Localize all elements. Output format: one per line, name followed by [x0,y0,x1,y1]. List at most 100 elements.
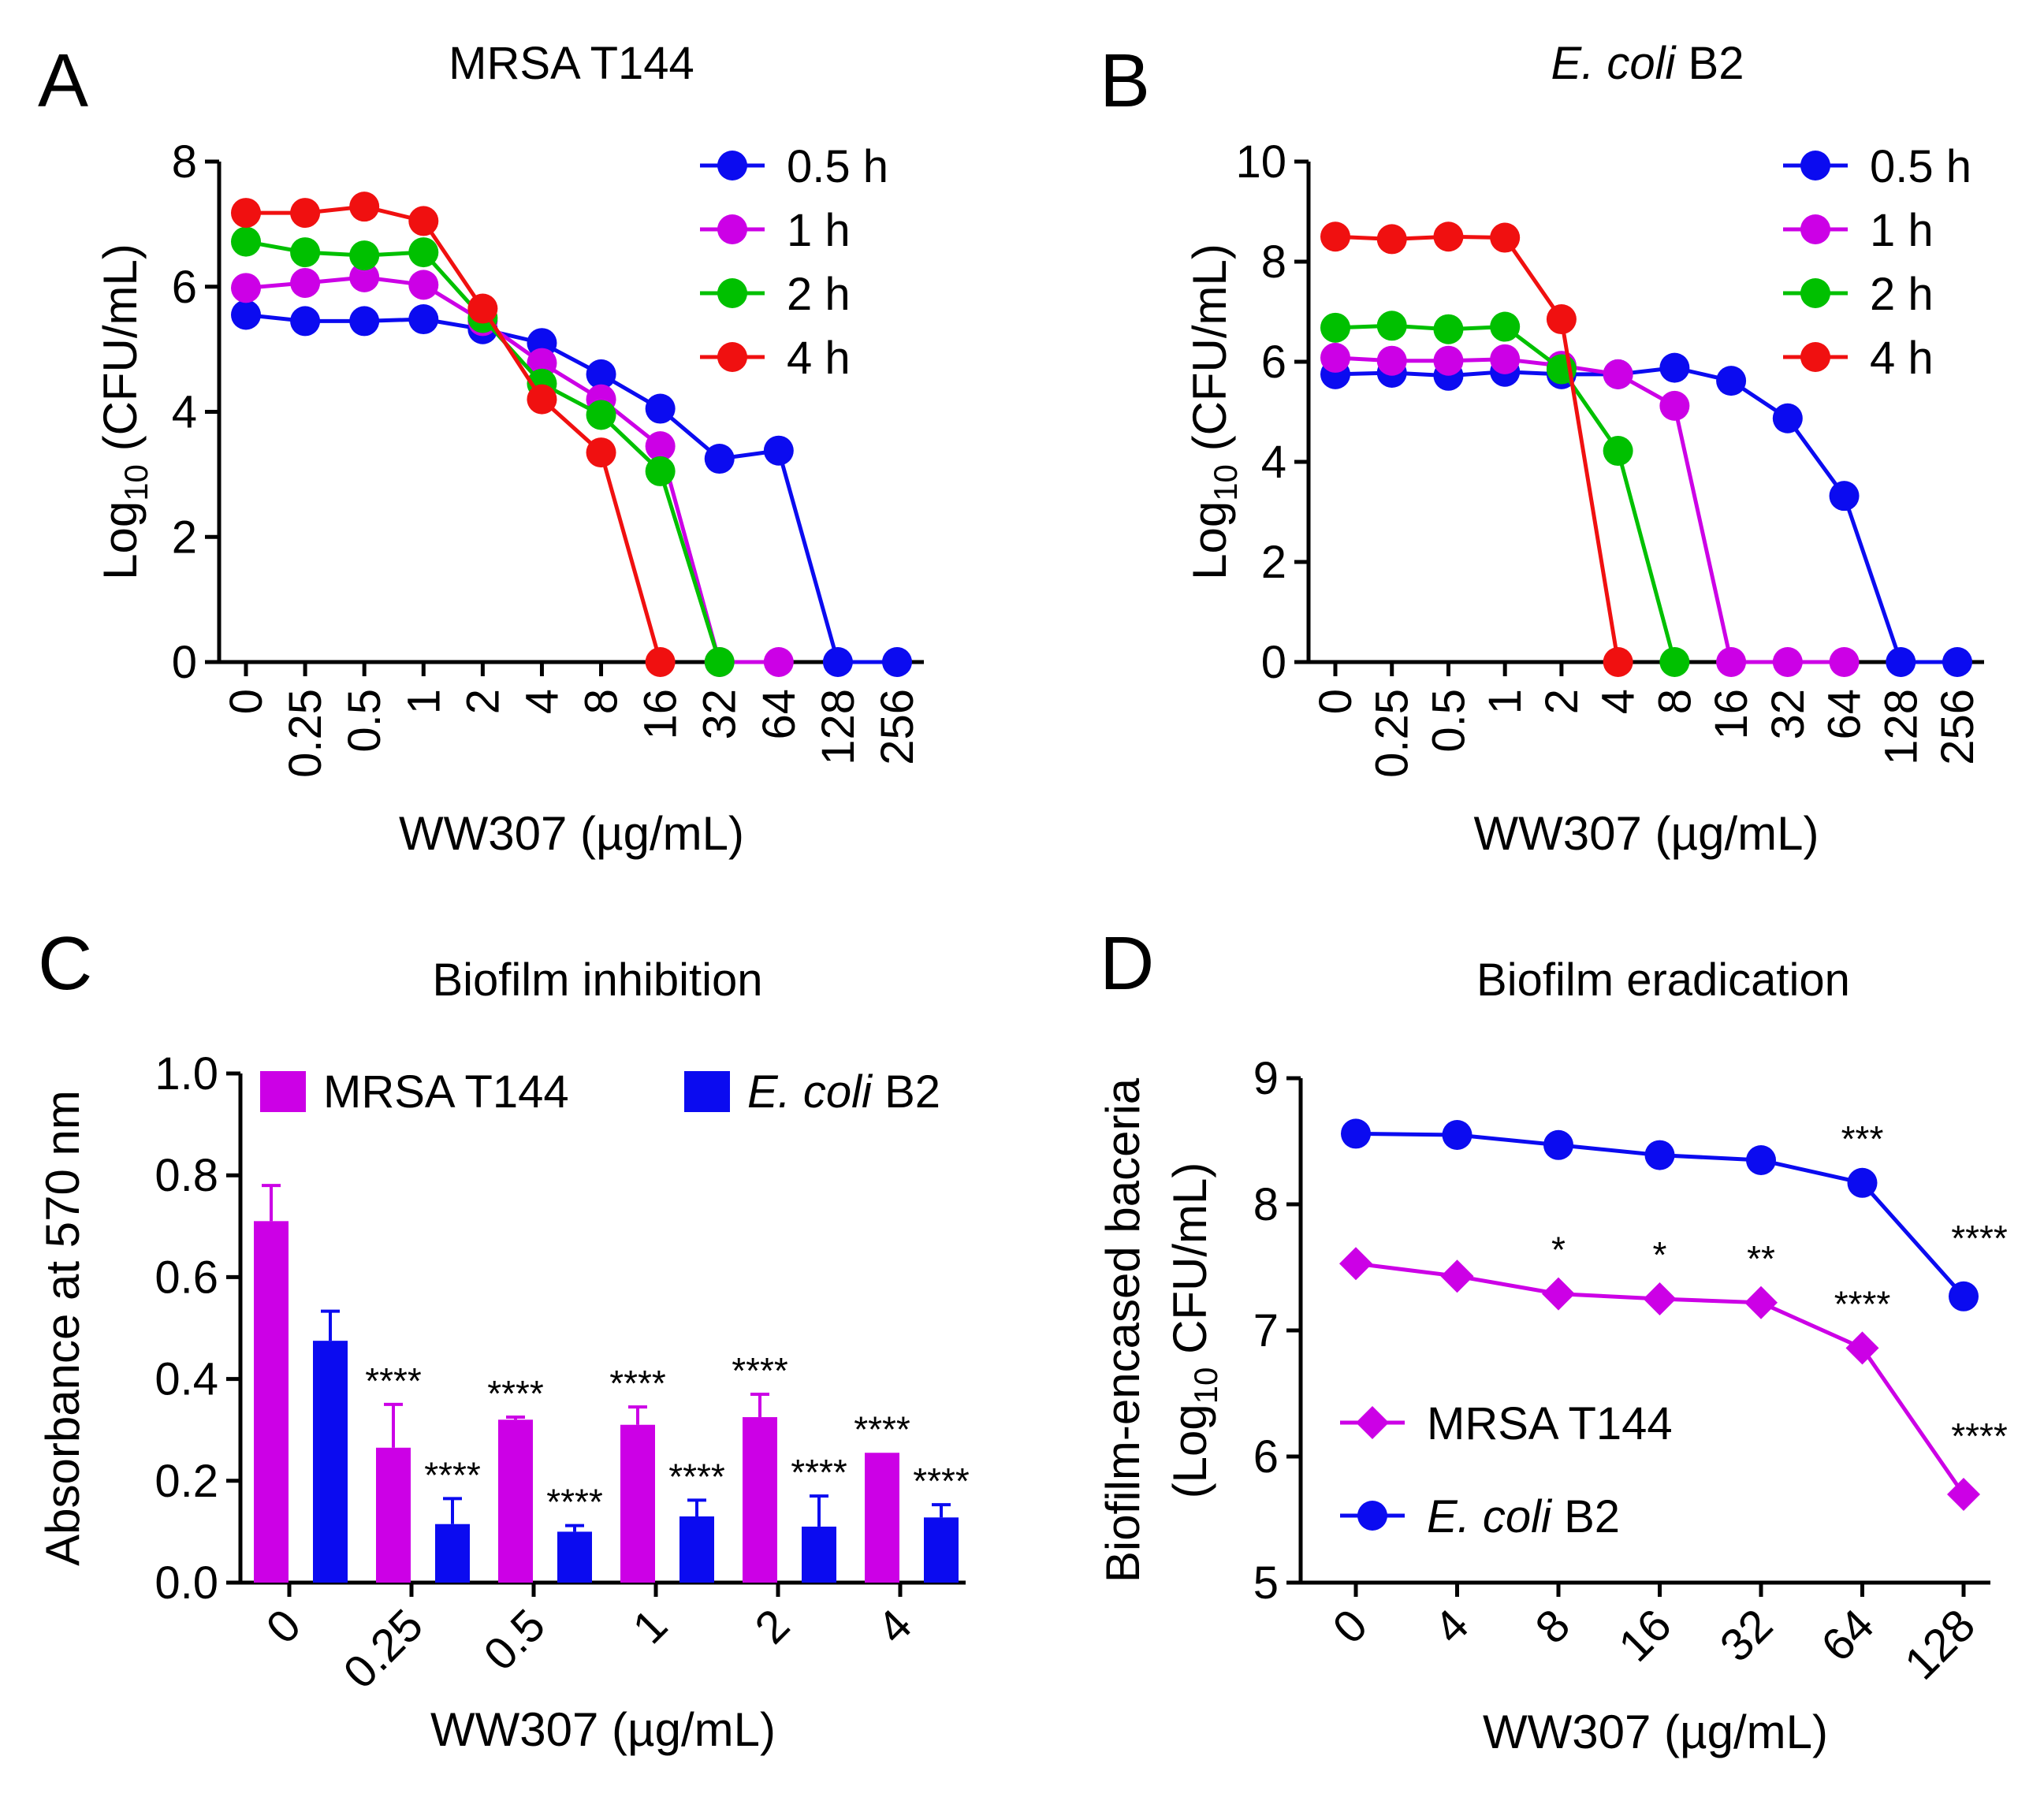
data-point-b-2 [1376,311,1407,341]
x-tick-label-a: 256 [872,689,923,765]
y-tick-label-a: 4 [172,387,197,438]
y-axis-title-b: Log10 (CFU/mL) [1183,244,1244,580]
data-point-b-0 [1659,352,1690,383]
x-tick-label-c: 1 [623,1599,677,1654]
y-tick-label-a: 2 [172,512,197,563]
legend-swatch-c-0 [260,1071,306,1112]
legend-label-a-1: 1 h [787,205,851,256]
x-tick-label-a: 0.5 [339,689,390,753]
significance-label-c-1: **** [791,1452,847,1493]
legend-marker-d-0 [1356,1406,1389,1439]
y-axis-title-main-a: Log [94,501,147,580]
x-tick-label-d: 128 [1895,1599,1985,1689]
x-tick-label-d: 16 [1609,1599,1681,1672]
bar-c-0 [865,1453,899,1583]
x-axis-title-c: WW307 (µg/mL) [430,1703,776,1756]
legend-label-d-0: MRSA T144 [1427,1398,1673,1449]
y-axis-title-line2-post-d: CFU/mL) [1163,1163,1216,1367]
y-tick-label-c: 0.8 [155,1150,218,1201]
data-point-a-0 [349,306,380,337]
x-tick-label-b: 4 [1593,689,1644,714]
x-tick-label-a: 0.25 [280,689,331,778]
y-tick-label-b: 0 [1261,637,1286,688]
significance-label-c-1: **** [546,1482,603,1523]
x-tick-label-b: 16 [1706,689,1757,740]
y-tick-label-c: 0.2 [155,1456,218,1507]
chart-title-rest-b: B2 [1675,38,1744,89]
x-tick-label-d: 4 [1424,1599,1479,1654]
data-point-b-1 [1376,345,1407,376]
x-tick-label-d: 8 [1525,1599,1580,1654]
significance-label-c-0: **** [854,1408,910,1449]
chart-title-italic-b: E. coli [1551,38,1677,89]
data-point-b-1 [1490,344,1521,374]
data-point-d-1 [1341,1118,1371,1149]
data-point-a-0 [822,647,853,677]
bar-c-1 [924,1517,959,1583]
significance-label-c-0: **** [609,1363,666,1404]
panel-c: Biofilm inhibition 0.0 0.2 0.4 0.6 0.8 1.0 0 0.2… [36,954,970,1756]
x-tick-label-b: 32 [1763,689,1814,740]
data-point-b-2 [1490,311,1521,342]
series-line-b-3 [1335,234,1621,663]
x-tick-label-c: 2 [745,1599,799,1654]
data-point-a-1 [645,431,676,462]
data-point-a-3 [408,206,439,236]
bar-c-1 [313,1341,348,1583]
significance-label-c-0: **** [487,1373,544,1414]
bar-c-0 [620,1424,655,1583]
legend-label-a-2: 2 h [787,269,851,320]
x-tick-label-b: 1 [1480,689,1531,714]
x-tick-label-b: 64 [1819,689,1871,740]
significance-label-d-0: * [1653,1234,1667,1275]
significance-label-d-0: * [1551,1230,1566,1271]
legend-marker-b-3 [1800,342,1830,372]
y-tick-label-c: 0.4 [155,1354,218,1405]
x-tick-label-a: 1 [398,689,449,714]
significance-label-c-1: **** [424,1454,481,1495]
data-point-a-0 [231,300,261,330]
data-point-b-0 [1942,647,1972,677]
legend-label-b-2: 2 h [1870,269,1934,320]
legend-label-d-1: E. coli B2 [1427,1491,1620,1542]
y-axis-title-line1-d: Biofilm-encased baceria [1096,1077,1149,1583]
data-point-d-1 [1543,1129,1573,1160]
y-tick-label-d: 9 [1253,1053,1279,1104]
data-point-a-3 [527,384,557,415]
data-point-a-0 [704,444,735,474]
y-tick-label-c: 1.0 [155,1048,218,1099]
x-tick-label-a: 16 [635,689,687,740]
y-axis-title-sub-b: 10 [1207,464,1244,501]
y-tick-label-c: 0.6 [155,1252,218,1303]
data-point-d-0 [1744,1285,1778,1319]
legend-label-italic-d-1: E. coli [1427,1491,1553,1542]
data-point-b-2 [1603,436,1633,467]
data-point-a-2 [586,400,616,430]
data-point-d-1 [1847,1167,1878,1198]
bar-c-1 [557,1531,592,1583]
significance-label-d-0: **** [1834,1283,1891,1324]
y-axis-title-a: Log10 (CFU/mL) [94,244,155,580]
bar-c-1 [435,1524,470,1583]
data-point-b-1 [1772,647,1803,677]
y-tick-label-a: 6 [172,262,197,313]
data-point-b-3 [1490,222,1521,253]
legend-marker-d-1 [1357,1501,1387,1531]
data-point-d-1 [1644,1140,1675,1170]
x-tick-label-b: 256 [1932,689,1983,765]
data-point-b-3 [1433,221,1464,252]
legend-marker-a-1 [717,214,747,244]
data-point-b-1 [1659,390,1690,421]
y-axis-title-line2-sub-d: 10 [1187,1367,1224,1404]
x-tick-label-b: 0 [1310,689,1361,714]
data-point-a-2 [349,240,380,271]
y-tick-label-d: 6 [1253,1431,1279,1483]
x-axis-title-d: WW307 (µg/mL) [1483,1706,1828,1758]
data-point-a-1 [408,270,439,300]
legend-label-b-3: 4 h [1870,333,1934,384]
data-point-a-0 [586,359,616,389]
data-point-a-3 [231,198,261,229]
data-point-a-1 [763,647,794,677]
